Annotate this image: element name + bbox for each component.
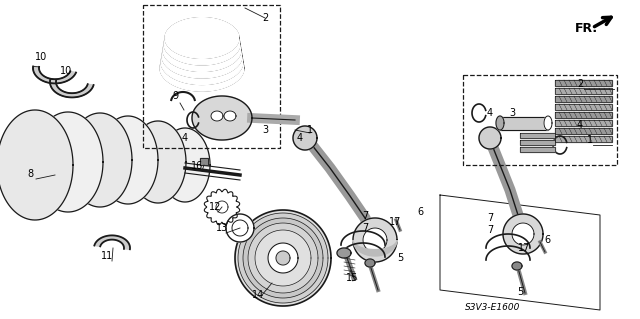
Text: 13: 13 bbox=[216, 223, 228, 233]
Polygon shape bbox=[224, 111, 236, 121]
Polygon shape bbox=[94, 235, 130, 249]
Polygon shape bbox=[500, 117, 548, 130]
Polygon shape bbox=[496, 116, 504, 130]
Text: 3: 3 bbox=[509, 108, 515, 118]
Text: 5: 5 bbox=[397, 253, 403, 263]
Polygon shape bbox=[162, 34, 241, 78]
Text: 6: 6 bbox=[417, 207, 423, 217]
Polygon shape bbox=[255, 230, 311, 286]
Polygon shape bbox=[337, 248, 351, 258]
Text: 6: 6 bbox=[544, 235, 550, 245]
Polygon shape bbox=[544, 116, 552, 130]
Polygon shape bbox=[216, 201, 228, 213]
Polygon shape bbox=[165, 18, 239, 58]
Polygon shape bbox=[164, 23, 240, 65]
Polygon shape bbox=[520, 140, 555, 145]
Polygon shape bbox=[353, 240, 397, 256]
Polygon shape bbox=[164, 23, 239, 65]
Polygon shape bbox=[520, 147, 555, 152]
Text: 1: 1 bbox=[587, 135, 593, 145]
Text: 10: 10 bbox=[60, 66, 72, 76]
Polygon shape bbox=[160, 45, 244, 91]
Text: 4: 4 bbox=[577, 120, 583, 130]
Polygon shape bbox=[365, 259, 375, 267]
Polygon shape bbox=[192, 96, 252, 140]
Polygon shape bbox=[165, 18, 239, 58]
Text: S3V3-E1600: S3V3-E1600 bbox=[465, 303, 520, 313]
Polygon shape bbox=[42, 149, 60, 177]
Polygon shape bbox=[0, 110, 73, 220]
Polygon shape bbox=[98, 116, 158, 204]
Text: 7: 7 bbox=[487, 213, 493, 223]
Polygon shape bbox=[555, 128, 612, 134]
Polygon shape bbox=[276, 251, 290, 265]
Polygon shape bbox=[363, 228, 387, 252]
Polygon shape bbox=[243, 218, 323, 298]
Polygon shape bbox=[163, 29, 241, 71]
Text: 14: 14 bbox=[252, 290, 264, 300]
Text: 4: 4 bbox=[297, 133, 303, 143]
Text: 2: 2 bbox=[577, 79, 583, 89]
Polygon shape bbox=[163, 29, 241, 71]
Polygon shape bbox=[353, 218, 397, 262]
Polygon shape bbox=[555, 80, 612, 86]
Text: 4: 4 bbox=[487, 108, 493, 118]
Polygon shape bbox=[160, 45, 244, 91]
Text: 16: 16 bbox=[191, 161, 203, 171]
Polygon shape bbox=[555, 96, 612, 102]
Text: 7: 7 bbox=[362, 223, 368, 233]
Polygon shape bbox=[68, 113, 132, 207]
Text: 12: 12 bbox=[209, 202, 221, 212]
Text: 9: 9 bbox=[172, 91, 178, 101]
Polygon shape bbox=[293, 126, 317, 150]
Text: 2: 2 bbox=[262, 13, 268, 23]
Polygon shape bbox=[160, 128, 210, 202]
Text: 3: 3 bbox=[262, 125, 268, 135]
Polygon shape bbox=[226, 214, 254, 242]
Polygon shape bbox=[248, 223, 318, 293]
Text: 7: 7 bbox=[487, 225, 493, 235]
Polygon shape bbox=[555, 136, 612, 142]
Polygon shape bbox=[512, 223, 534, 245]
Polygon shape bbox=[512, 262, 522, 270]
Text: 15: 15 bbox=[346, 273, 358, 283]
Text: 4: 4 bbox=[182, 133, 188, 143]
Text: 8: 8 bbox=[27, 169, 33, 179]
Polygon shape bbox=[161, 40, 243, 85]
Polygon shape bbox=[555, 120, 612, 126]
Polygon shape bbox=[134, 147, 152, 175]
Text: 17: 17 bbox=[518, 243, 530, 253]
Text: 10: 10 bbox=[35, 52, 47, 62]
Text: 17: 17 bbox=[389, 217, 401, 227]
Text: 5: 5 bbox=[517, 287, 523, 297]
Polygon shape bbox=[235, 210, 331, 306]
Polygon shape bbox=[50, 79, 93, 97]
Polygon shape bbox=[555, 104, 612, 110]
Text: 7: 7 bbox=[362, 211, 368, 221]
Polygon shape bbox=[238, 213, 328, 303]
Polygon shape bbox=[479, 127, 501, 149]
Polygon shape bbox=[200, 158, 208, 165]
Text: FR.: FR. bbox=[575, 22, 598, 35]
Polygon shape bbox=[232, 220, 248, 236]
Polygon shape bbox=[503, 214, 543, 254]
Polygon shape bbox=[520, 133, 555, 138]
Text: 1: 1 bbox=[307, 125, 313, 135]
Polygon shape bbox=[211, 111, 223, 121]
Polygon shape bbox=[33, 66, 76, 83]
Polygon shape bbox=[33, 112, 103, 212]
Polygon shape bbox=[105, 146, 123, 174]
Text: 11: 11 bbox=[101, 251, 113, 261]
Polygon shape bbox=[161, 40, 243, 85]
Polygon shape bbox=[268, 243, 298, 273]
Polygon shape bbox=[204, 189, 239, 225]
Polygon shape bbox=[555, 112, 612, 118]
Polygon shape bbox=[162, 34, 242, 78]
Polygon shape bbox=[162, 149, 180, 177]
Polygon shape bbox=[555, 88, 612, 94]
Polygon shape bbox=[75, 147, 93, 175]
Polygon shape bbox=[130, 121, 186, 203]
